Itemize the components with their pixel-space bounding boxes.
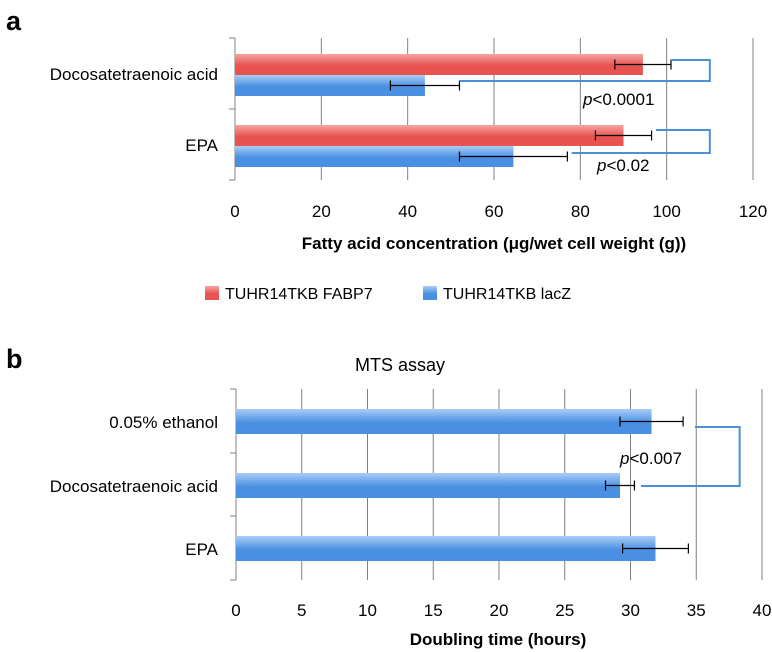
p-symbol: p — [619, 449, 629, 468]
bar-fabp7 — [235, 54, 643, 75]
x-tick-label: 25 — [555, 601, 574, 620]
legend-swatch-fabp7 — [205, 286, 219, 300]
bar — [236, 409, 652, 434]
category-label: Docosatetraenoic acid — [50, 65, 218, 84]
p-symbol: p — [582, 90, 592, 109]
x-tick-label: 40 — [753, 601, 772, 620]
x-tick-label: 100 — [652, 202, 680, 221]
category-label: EPA — [185, 136, 218, 155]
x-tick-label: 20 — [490, 601, 509, 620]
category-label: 0.05% ethanol — [109, 413, 218, 432]
x-tick-label: 10 — [358, 601, 377, 620]
x-tick-label: 40 — [398, 202, 417, 221]
x-tick-label: 120 — [739, 202, 767, 221]
panel-letter-a: a — [6, 6, 22, 36]
panel-letter-b: b — [6, 344, 23, 374]
legend-label: TUHR14TKB lacZ — [443, 286, 571, 303]
bar-lacz — [235, 75, 425, 96]
significance-bracket — [571, 129, 711, 154]
x-axis-label: Fatty acid concentration (μg/wet cell we… — [302, 234, 686, 253]
chart-b: 0 5 10 15 20 25 30 35 40 MTS assay 0.05% ethanol Do… — [50, 355, 772, 649]
x-tick-label: 80 — [571, 202, 590, 221]
p-value-annotation: p<0.007 — [619, 449, 682, 468]
x-tick-label: 0 — [231, 601, 240, 620]
legend: TUHR14TKB FABP7 TUHR14TKB lacZ — [205, 286, 571, 303]
bar-fabp7 — [235, 125, 624, 146]
significance-bracket — [459, 59, 711, 82]
x-tick-label: 60 — [485, 202, 504, 221]
chart-title: MTS assay — [355, 355, 445, 375]
x-tick-label: 5 — [297, 601, 306, 620]
p-value-annotation: p<0.02 — [596, 156, 649, 175]
bar — [236, 536, 656, 561]
x-tick-label: 35 — [687, 601, 706, 620]
p-value: <0.02 — [606, 156, 649, 175]
x-tick-label: 30 — [621, 601, 640, 620]
bar-lacz — [235, 146, 514, 167]
p-value: <0.0001 — [592, 90, 654, 109]
significance-bracket — [641, 426, 741, 487]
category-label: Docosatetraenoic acid — [50, 477, 218, 496]
p-value: <0.007 — [629, 449, 681, 468]
x-tick-label: 15 — [424, 601, 443, 620]
x-axis-label: Doubling time (hours) — [410, 630, 587, 649]
p-value-annotation: p<0.0001 — [582, 90, 654, 109]
x-tick-label: 20 — [312, 202, 331, 221]
bar — [236, 473, 620, 498]
legend-label: TUHR14TKB FABP7 — [225, 286, 373, 303]
p-symbol: p — [596, 156, 606, 175]
x-tick-label: 0 — [230, 202, 239, 221]
legend-swatch-lacz — [423, 286, 437, 300]
chart-a: 0 20 40 60 80 100 120 Docosatetraenoic acid EPA p… — [50, 37, 767, 253]
category-label: EPA — [185, 540, 218, 559]
